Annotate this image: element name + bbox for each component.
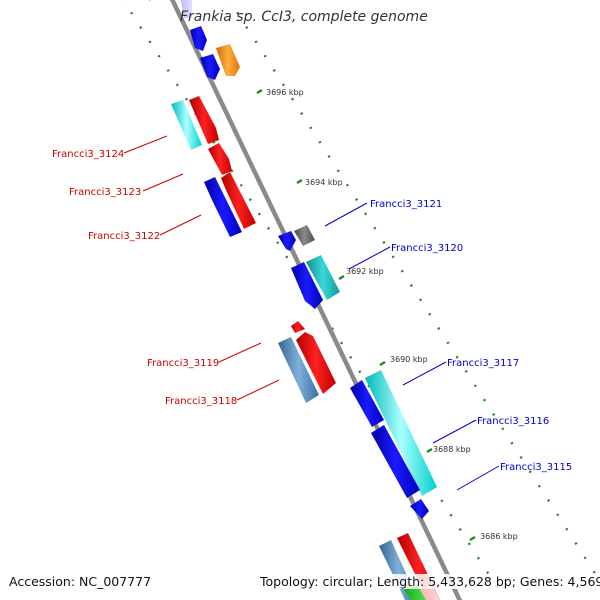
gene-feature-francci3-3121-blue[interactable] — [278, 231, 296, 251]
gene-label-francci3-3119[interactable]: Francci3_3119 — [147, 358, 219, 369]
gene-feature-francci3-3122-red[interactable] — [221, 172, 256, 229]
gene-feature-francci3-3115[interactable] — [410, 499, 429, 519]
gene-label-francci3-3121[interactable]: Francci3_3121 — [370, 199, 442, 210]
gene-feature-francci3-3123[interactable] — [208, 143, 232, 175]
kbp-label: 3692 kbp — [346, 267, 384, 276]
gene-label-francci3-3124[interactable]: Francci3_3124 — [52, 149, 124, 160]
gene-feature-francci3-3124-red[interactable] — [189, 96, 219, 144]
gene-feature-francci3-3116[interactable] — [371, 425, 420, 498]
gene-features — [146, 0, 440, 600]
gene-feature-francci3-3118-steel[interactable] — [278, 337, 319, 403]
gene-feature-francci3-3118-red[interactable] — [296, 332, 336, 394]
gene-label-francci3-3118[interactable]: Francci3_3118 — [165, 396, 237, 407]
kbp-label: 3694 kbp — [305, 178, 343, 187]
gene-feature-francci3-3120-teal[interactable] — [306, 255, 340, 300]
kbp-label: 3690 kbp — [390, 355, 428, 364]
kbp-label: 3686 kbp — [480, 532, 518, 541]
callout-lines — [123, 135, 500, 491]
accession-text: Accession: NC_007777 — [9, 574, 152, 589]
gene-feature-top-partial[interactable] — [180, 0, 192, 18]
topology-summary: Topology: circular; Length: 5,433,628 bp… — [260, 574, 600, 589]
gene-feature-francci3-3121-gray[interactable] — [294, 225, 315, 246]
genome-title: Frankia sp. CcI3, complete genome — [180, 9, 428, 25]
kbp-tick-marks — [256, 88, 476, 542]
gene-feature-francci3-3120-blue[interactable] — [291, 262, 323, 309]
gene-label-francci3-3122[interactable]: Francci3_3122 — [88, 231, 160, 242]
gene-label-francci3-3116[interactable]: Francci3_3116 — [477, 416, 549, 427]
gene-feature-top-red-sliver[interactable] — [146, 0, 152, 1]
gene-feature-francci3-3119[interactable] — [291, 321, 305, 333]
kbp-label: 3696 kbp — [266, 88, 304, 97]
gene-feature-blue[interactable] — [190, 26, 207, 51]
gene-name-labels-left: Francci3_3124 Francci3_3123 Francci3_312… — [52, 149, 237, 407]
inner-dot-track — [227, 0, 600, 584]
gene-feature-blue[interactable] — [200, 54, 220, 80]
gene-label-francci3-3115[interactable]: Francci3_3115 — [500, 462, 572, 473]
gene-feature-francci3-3117-cyan[interactable] — [365, 370, 437, 496]
kbp-label: 3688 kbp — [433, 445, 471, 454]
gene-label-francci3-3117[interactable]: Francci3_3117 — [447, 358, 519, 369]
gene-feature-francci3-3117-blue[interactable] — [350, 380, 384, 427]
kbp-labels: 3696 kbp 3694 kbp 3692 kbp 3690 kbp 3688… — [266, 88, 518, 541]
gene-feature-francci3-3124-cyan[interactable] — [171, 100, 202, 150]
gene-name-labels-right: Francci3_3121 Francci3_3120 Francci3_311… — [370, 199, 572, 473]
gene-feature-francci3-3122-blue[interactable] — [204, 177, 242, 237]
gene-label-francci3-3123[interactable]: Francci3_3123 — [69, 187, 141, 198]
gene-label-francci3-3120[interactable]: Francci3_3120 — [391, 243, 463, 254]
gene-feature-orange[interactable] — [216, 44, 240, 76]
